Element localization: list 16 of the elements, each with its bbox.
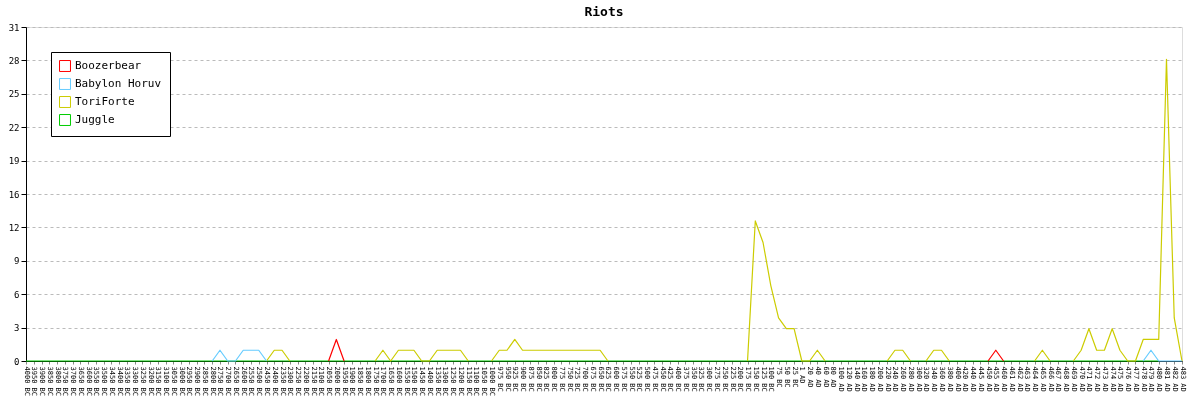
y-tick-label: 3 bbox=[14, 323, 20, 334]
legend-label: Babylon Horuv bbox=[75, 77, 162, 90]
legend-label: Boozerbear bbox=[75, 59, 142, 72]
y-tick-label: 19 bbox=[8, 156, 20, 167]
y-tick-label: 12 bbox=[8, 222, 20, 233]
y-tick-label: 6 bbox=[14, 289, 20, 300]
y-tick-label: 22 bbox=[8, 122, 20, 133]
chart-title: Riots bbox=[584, 4, 624, 19]
y-tick-label: 0 bbox=[14, 356, 20, 367]
y-tick-label: 25 bbox=[8, 89, 20, 100]
legend-label: ToriForte bbox=[75, 95, 135, 108]
y-tick-label: 9 bbox=[14, 256, 20, 267]
y-tick-label: 28 bbox=[8, 55, 20, 66]
legend-label: Juggle bbox=[75, 113, 115, 126]
y-tick-label: 16 bbox=[8, 189, 20, 200]
y-tick-label: 31 bbox=[8, 22, 20, 33]
